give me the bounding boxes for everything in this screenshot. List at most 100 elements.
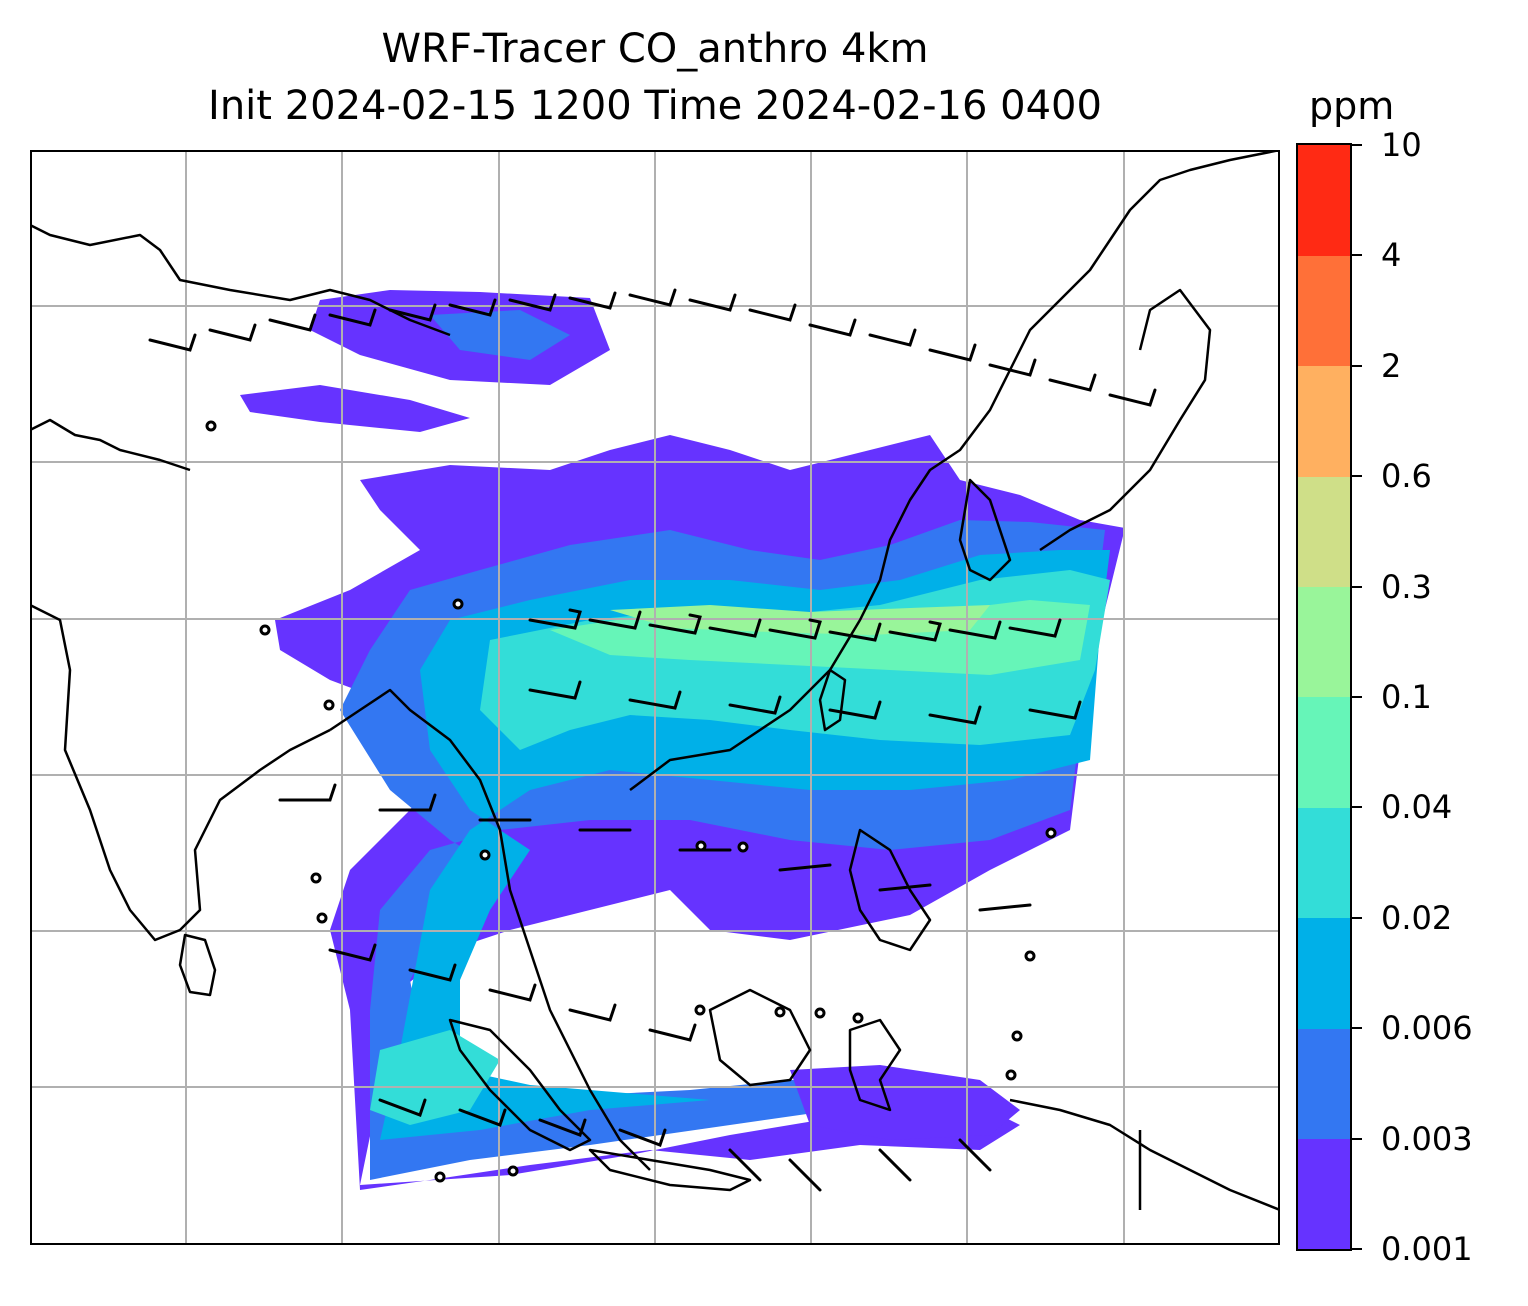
colorbar-tick xyxy=(1352,916,1362,919)
coastline-sumatra xyxy=(448,1018,592,1152)
coastline-new-guinea xyxy=(1009,1098,1280,1212)
colorbar-tick-label: 0.04 xyxy=(1381,788,1453,827)
calm-marker xyxy=(852,1012,864,1024)
wind-barb xyxy=(688,293,737,312)
wind-barb xyxy=(728,695,782,715)
calm-marker xyxy=(695,840,707,852)
calm-wind-markers xyxy=(205,420,1057,1183)
border-north-central-asia xyxy=(30,223,451,337)
wind-barb xyxy=(628,288,677,307)
colorbar-segment xyxy=(1298,1138,1350,1250)
plume-southwest-teal xyxy=(370,1030,500,1125)
calm-marker xyxy=(1005,1069,1017,1081)
wind-barb xyxy=(538,1118,587,1137)
wind-barb xyxy=(528,680,582,700)
wind-barb xyxy=(1108,388,1157,407)
wind-barb xyxy=(728,1148,762,1182)
calm-marker xyxy=(1011,1030,1023,1042)
colorbar-tick xyxy=(1352,364,1362,367)
calm-marker xyxy=(259,624,271,636)
colorbar-segment xyxy=(1298,476,1350,588)
wind-barb xyxy=(268,313,317,332)
colorbar-tick xyxy=(1352,806,1362,809)
coastline-srilanka xyxy=(178,933,217,997)
wind-barb xyxy=(328,308,377,327)
coastline-china-east xyxy=(629,150,1280,791)
wind-barb xyxy=(808,318,857,337)
wind-barb xyxy=(208,323,257,342)
calm-marker xyxy=(434,1171,446,1183)
wind-barb xyxy=(648,1023,697,1042)
colorbar-segment xyxy=(1298,145,1350,256)
coastline-southeast-asia xyxy=(329,688,651,1171)
colorbar-tick-label: 10 xyxy=(1381,126,1422,164)
wind-barb xyxy=(778,863,832,872)
calm-marker xyxy=(814,1007,826,1019)
wind-barb xyxy=(1008,618,1062,638)
wind-barb xyxy=(768,618,822,640)
wind-barb xyxy=(928,343,977,362)
colorbar-tick xyxy=(1352,696,1362,698)
wind-barb xyxy=(1048,373,1097,392)
coastline-korea xyxy=(958,478,1012,582)
colorbar-tick xyxy=(1352,1137,1362,1140)
coastlines xyxy=(30,150,1280,1212)
coastline-taiwan xyxy=(818,668,847,732)
wind-barb xyxy=(278,783,337,802)
colorbar-tick-label: 4 xyxy=(1381,236,1402,275)
map-gridlines xyxy=(30,150,1280,1245)
colorbar-tick-label: 0.003 xyxy=(1381,1119,1473,1158)
coastline-arabia-west xyxy=(30,418,191,472)
colorbar-tick-label: 2 xyxy=(1381,346,1402,385)
wind-barb xyxy=(828,622,882,642)
wind-barb xyxy=(488,983,537,1002)
wind-barb xyxy=(958,1138,992,1172)
wind-barb xyxy=(828,700,882,720)
colorbar-segment xyxy=(1298,1028,1350,1140)
colorbar-tick-label: 0.1 xyxy=(1381,678,1432,716)
wind-barb xyxy=(618,1128,667,1147)
colorbar-tick-label: 0.6 xyxy=(1381,457,1432,496)
wind-barb xyxy=(568,291,617,310)
wind-barbs xyxy=(148,288,1157,1192)
calm-marker xyxy=(507,1165,519,1177)
colorbar-tick xyxy=(1352,1248,1362,1250)
wind-barb xyxy=(408,963,457,982)
wind-barb xyxy=(868,328,917,347)
colorbar-tick-label: 0.02 xyxy=(1381,898,1453,937)
coastline-borneo xyxy=(708,988,812,1087)
wind-barb xyxy=(448,298,497,317)
wind-barb xyxy=(888,620,942,642)
coastline-india xyxy=(30,603,331,942)
wind-barb xyxy=(528,608,582,630)
map-border xyxy=(30,150,1280,1245)
wind-barb xyxy=(628,690,682,710)
calm-marker xyxy=(323,699,335,711)
calm-marker xyxy=(479,849,491,861)
wind-barb xyxy=(588,610,642,630)
plume-south-east-band xyxy=(790,1065,1020,1140)
wind-barb xyxy=(568,1003,617,1022)
wind-barb xyxy=(378,793,437,812)
colorbar-tick xyxy=(1352,254,1362,257)
coastline-philippines xyxy=(848,828,932,952)
wind-barb xyxy=(708,618,762,638)
wind-barb xyxy=(748,303,797,322)
wind-barb xyxy=(988,358,1037,377)
wind-barb xyxy=(648,613,702,635)
colorbar-segment xyxy=(1298,807,1350,919)
calm-marker xyxy=(1045,827,1057,839)
coastline-sulawesi xyxy=(848,1018,902,1112)
wind-barb xyxy=(458,1108,507,1127)
colorbar-segment xyxy=(1298,917,1350,1029)
wind-barb xyxy=(508,293,557,312)
calm-marker xyxy=(316,912,328,924)
calm-marker xyxy=(452,598,464,610)
colorbar-tick xyxy=(1352,144,1362,146)
chart-title-line2: Init 2024-02-15 1200 Time 2024-02-16 040… xyxy=(208,83,1102,129)
wind-barb xyxy=(788,1158,822,1192)
colorbar-tick xyxy=(1352,585,1362,588)
colorbar-tick-label: 0.006 xyxy=(1381,1009,1473,1048)
coastline-japan xyxy=(1039,288,1212,552)
chart-title-line1: WRF-Tracer CO_anthro 4km xyxy=(381,26,929,72)
